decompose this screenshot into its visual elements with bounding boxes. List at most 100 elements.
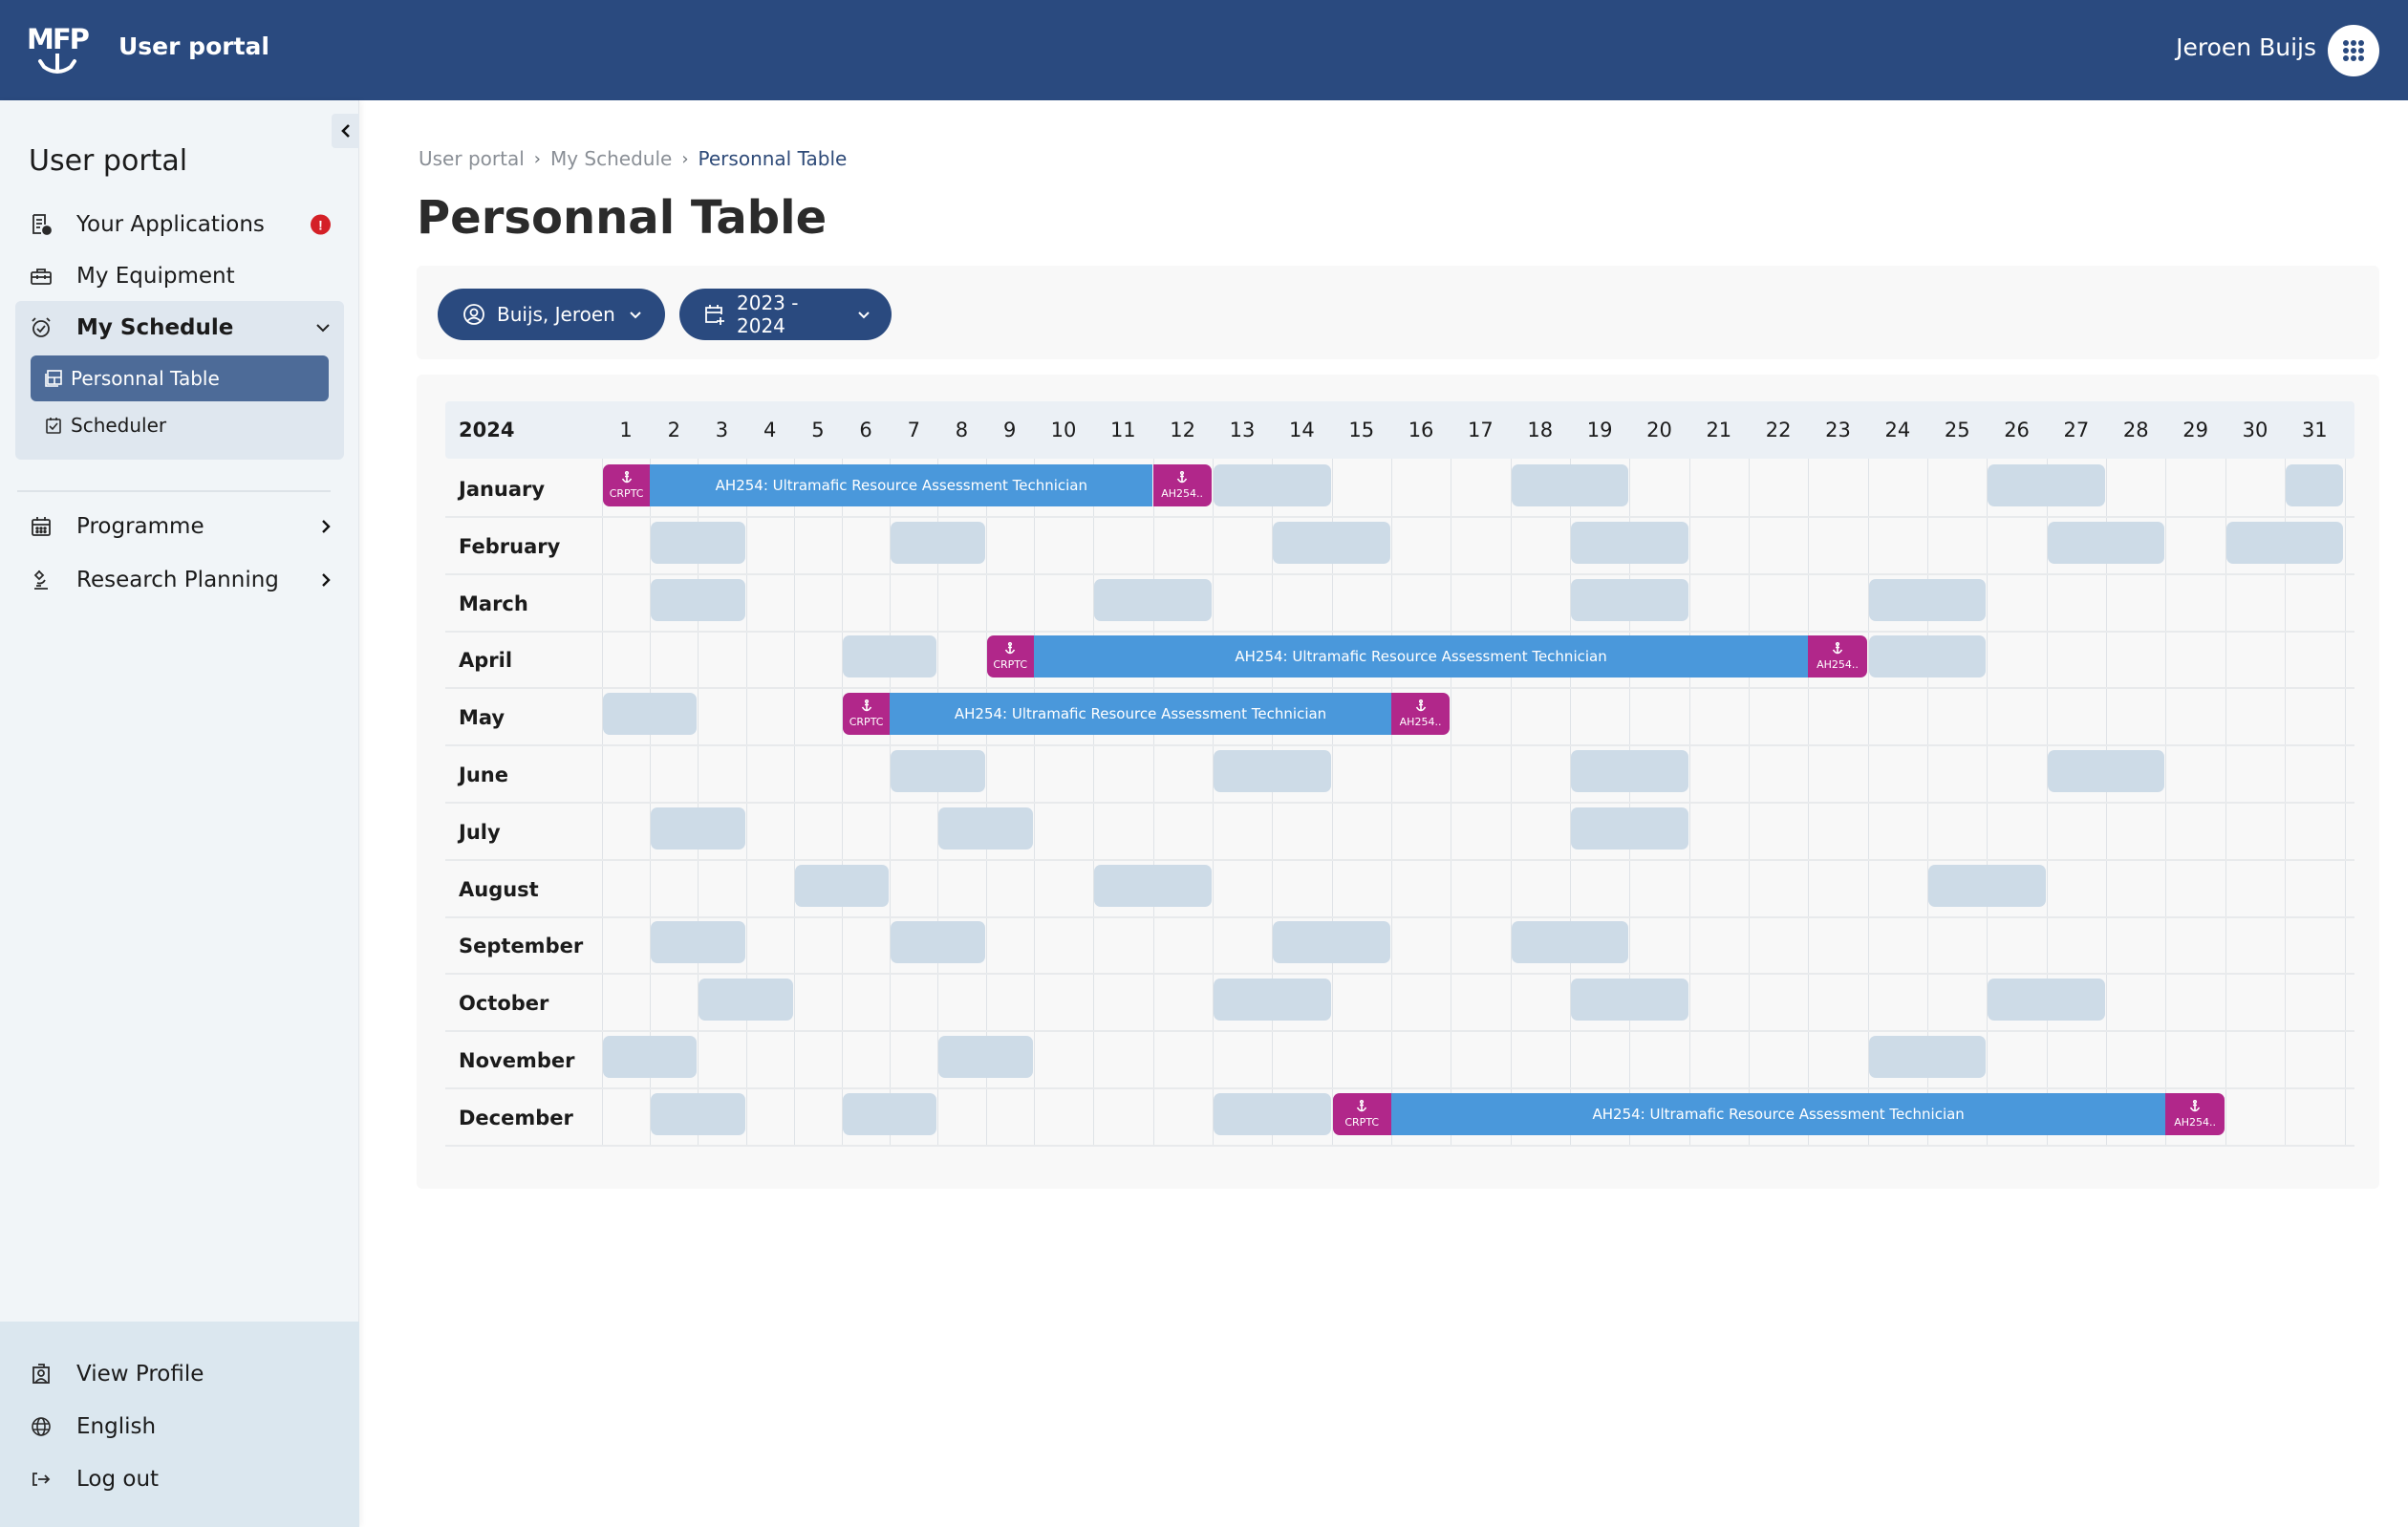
schedule-block[interactable] [1511, 464, 1629, 506]
sidebar-item-your-applications[interactable]: Your Applications ! [15, 201, 344, 248]
grid-column-line [985, 401, 987, 1147]
schedule-block[interactable] [603, 693, 698, 736]
day-header: 30 [2242, 419, 2268, 441]
schedule-block[interactable] [1988, 464, 2106, 506]
assignment-end-segment[interactable]: AH254.. [2165, 1092, 2225, 1135]
grid-column-line [2344, 401, 2346, 1147]
sidebar-subitem-label: Scheduler [71, 414, 167, 437]
sidebar-item-language[interactable]: English [15, 1403, 344, 1451]
grid-column-line [2046, 401, 2048, 1147]
assignment-bar[interactable]: AH254: Ultramafic Resource Assessment Te… [1033, 635, 1809, 678]
schedule-block[interactable] [1094, 578, 1212, 621]
assignment-end-segment[interactable]: AH254.. [1808, 635, 1867, 678]
breadcrumb-user-portal[interactable]: User portal [419, 147, 525, 170]
schedule-block[interactable] [891, 521, 985, 564]
day-header: 9 [1003, 419, 1017, 441]
schedule-block[interactable] [1570, 578, 1688, 621]
grid-column-line [698, 401, 699, 1147]
schedule-block[interactable] [891, 921, 985, 964]
person-select-value: Buijs, Jeroen [497, 303, 615, 326]
mfp-logo[interactable]: MFP [27, 25, 90, 75]
schedule-block[interactable] [1570, 979, 1688, 1022]
user-name[interactable]: Jeroen Buijs [2176, 33, 2316, 61]
person-select[interactable]: Buijs, Jeroen [438, 289, 665, 340]
month-label: December [459, 1106, 573, 1129]
assignment-bar[interactable]: AH254: Ultramafic Resource Assessment Te… [890, 693, 1391, 736]
grid-column-line [1152, 401, 1154, 1147]
day-header: 13 [1229, 419, 1256, 441]
sidebar-item-programme[interactable]: Programme [15, 503, 344, 550]
assignment-start-segment[interactable]: CRPTC [843, 693, 891, 736]
schedule-block[interactable] [699, 979, 793, 1022]
schedule-block[interactable] [1213, 1092, 1331, 1135]
sidebar-subitem-label: Personnal Table [71, 367, 220, 390]
breadcrumb-my-schedule[interactable]: My Schedule [549, 147, 673, 170]
chevron-down-icon [315, 323, 331, 333]
month-row-october: October [445, 975, 2354, 1033]
app-title[interactable]: User portal [118, 32, 269, 60]
grid-column-line [2225, 401, 2226, 1147]
sidebar-item-my-equipment[interactable]: My Equipment [15, 252, 344, 300]
logout-icon [29, 1467, 54, 1492]
day-header: 24 [1884, 419, 1911, 441]
schedule-block[interactable] [1570, 750, 1688, 792]
schedule-block[interactable] [1273, 521, 1390, 564]
assignment-bar[interactable]: AH254: Ultramafic Resource Assessment Te… [650, 464, 1153, 506]
schedule-block[interactable] [1213, 750, 1331, 792]
schedule-block[interactable] [651, 807, 745, 850]
schedule-block[interactable] [2047, 750, 2165, 792]
schedule-block[interactable] [1928, 864, 2046, 907]
month-label: January [459, 478, 546, 501]
schedule-block[interactable] [1570, 521, 1688, 564]
sidebar-item-log-out[interactable]: Log out [15, 1455, 344, 1503]
schedule-block[interactable] [1273, 921, 1390, 964]
assignment-end-segment[interactable]: AH254.. [1390, 693, 1451, 736]
assignment-start-segment[interactable]: CRPTC [603, 464, 651, 506]
schedule-block[interactable] [1213, 464, 1331, 506]
schedule-block[interactable] [603, 1036, 698, 1078]
sidebar-item-research-planning[interactable]: Research Planning [15, 556, 344, 604]
month-label: July [459, 820, 501, 844]
schedule-block[interactable] [2225, 521, 2344, 564]
grid-column-line [1510, 401, 1512, 1147]
schedule-block[interactable] [651, 578, 745, 621]
schedule-block[interactable] [938, 807, 1033, 850]
day-header: 2 [667, 419, 680, 441]
schedule-block[interactable] [651, 921, 745, 964]
schedule-block[interactable] [794, 864, 890, 907]
schedule-block[interactable] [651, 1092, 745, 1135]
sidebar-item-my-schedule[interactable]: My Schedule [15, 304, 344, 352]
period-select[interactable]: 2023 - 2024 [679, 289, 892, 340]
month-row-september: September [445, 917, 2354, 976]
schedule-block[interactable] [1094, 864, 1212, 907]
schedule-block[interactable] [938, 1036, 1033, 1078]
assignment-end-segment[interactable]: AH254.. [1152, 464, 1212, 506]
schedule-block[interactable] [1868, 578, 1987, 621]
schedule-block[interactable] [1868, 635, 1987, 678]
schedule-block[interactable] [2047, 521, 2165, 564]
schedule-block[interactable] [2286, 464, 2344, 506]
schedule-block[interactable] [1213, 979, 1331, 1022]
assignment-bar[interactable]: AH254: Ultramafic Resource Assessment Te… [1390, 1092, 2166, 1135]
breadcrumb: User portal › My Schedule › Personnal Ta… [419, 147, 847, 170]
sidebar-item-view-profile[interactable]: View Profile [15, 1350, 344, 1398]
assignment-start-segment[interactable]: CRPTC [1332, 1092, 1391, 1135]
assignment-start-segment[interactable]: CRPTC [986, 635, 1034, 678]
apps-menu-button[interactable] [2328, 25, 2379, 76]
anchor-icon [2189, 1099, 2201, 1116]
schedule-block[interactable] [843, 1092, 937, 1135]
month-row-april: April CRPTC AH254: Ultramafic Resource Ass… [445, 632, 2354, 690]
collapse-sidebar-button[interactable] [332, 114, 359, 148]
sidebar-subitem-personnal-table[interactable]: Personnal Table [31, 355, 329, 401]
schedule-block[interactable] [843, 635, 937, 678]
assignment-title: AH254: Ultramafic Resource Assessment Te… [954, 705, 1327, 723]
schedule-block[interactable] [1988, 979, 2106, 1022]
schedule-block[interactable] [1511, 921, 1629, 964]
schedule-block[interactable] [1868, 1036, 1987, 1078]
month-label: November [459, 1049, 575, 1072]
schedule-block[interactable] [891, 750, 985, 792]
schedule-block[interactable] [1570, 807, 1688, 850]
anchor-logo-icon [38, 54, 76, 74]
sidebar-subitem-scheduler[interactable]: Scheduler [31, 402, 329, 448]
schedule-block[interactable] [651, 521, 745, 564]
